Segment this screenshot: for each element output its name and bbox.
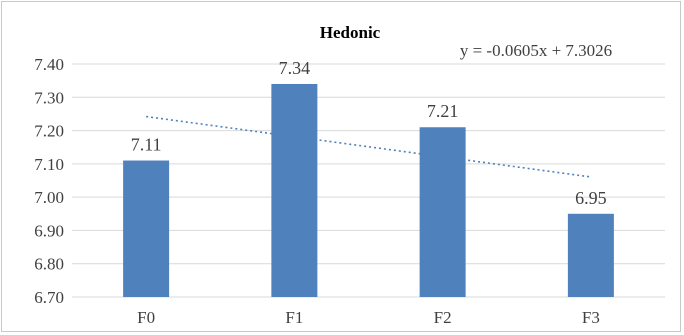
y-tick-label: 7.00 bbox=[34, 188, 64, 207]
y-axis-tick-labels: 6.70 6.80 6.90 7.00 7.10 7.20 7.30 7.40 bbox=[34, 55, 64, 307]
y-tick-label: 7.40 bbox=[34, 55, 64, 74]
data-label: 7.34 bbox=[279, 58, 311, 78]
data-label: 7.11 bbox=[131, 135, 162, 155]
data-labels: 7.11 7.34 7.21 6.95 bbox=[131, 58, 607, 208]
bar-f2 bbox=[419, 127, 466, 297]
x-tick-label: F1 bbox=[285, 308, 303, 327]
y-tick-label: 6.90 bbox=[34, 221, 64, 240]
trendline-equation: y = -0.0605x + 7.3026 bbox=[460, 41, 612, 60]
chart-title: Hedonic bbox=[320, 23, 381, 42]
x-tick-label: F0 bbox=[137, 308, 155, 327]
data-label: 7.21 bbox=[427, 101, 459, 121]
bar-f1 bbox=[271, 83, 318, 297]
trendline-line bbox=[146, 115, 591, 178]
y-tick-label: 6.80 bbox=[34, 255, 64, 274]
bars bbox=[123, 83, 614, 297]
bar-f3 bbox=[567, 213, 614, 297]
bar-f0 bbox=[123, 160, 170, 297]
x-tick-label: F2 bbox=[434, 308, 452, 327]
y-tick-label: 6.70 bbox=[34, 288, 64, 307]
y-tick-label: 7.20 bbox=[34, 122, 64, 141]
trendline bbox=[146, 115, 591, 178]
x-axis-tick-labels: F0 F1 F2 F3 bbox=[137, 308, 600, 327]
x-tick-label: F3 bbox=[582, 308, 600, 327]
data-label: 6.95 bbox=[575, 188, 607, 208]
y-tick-label: 7.30 bbox=[34, 88, 64, 107]
y-tick-label: 7.10 bbox=[34, 155, 64, 174]
gridlines bbox=[72, 63, 665, 298]
